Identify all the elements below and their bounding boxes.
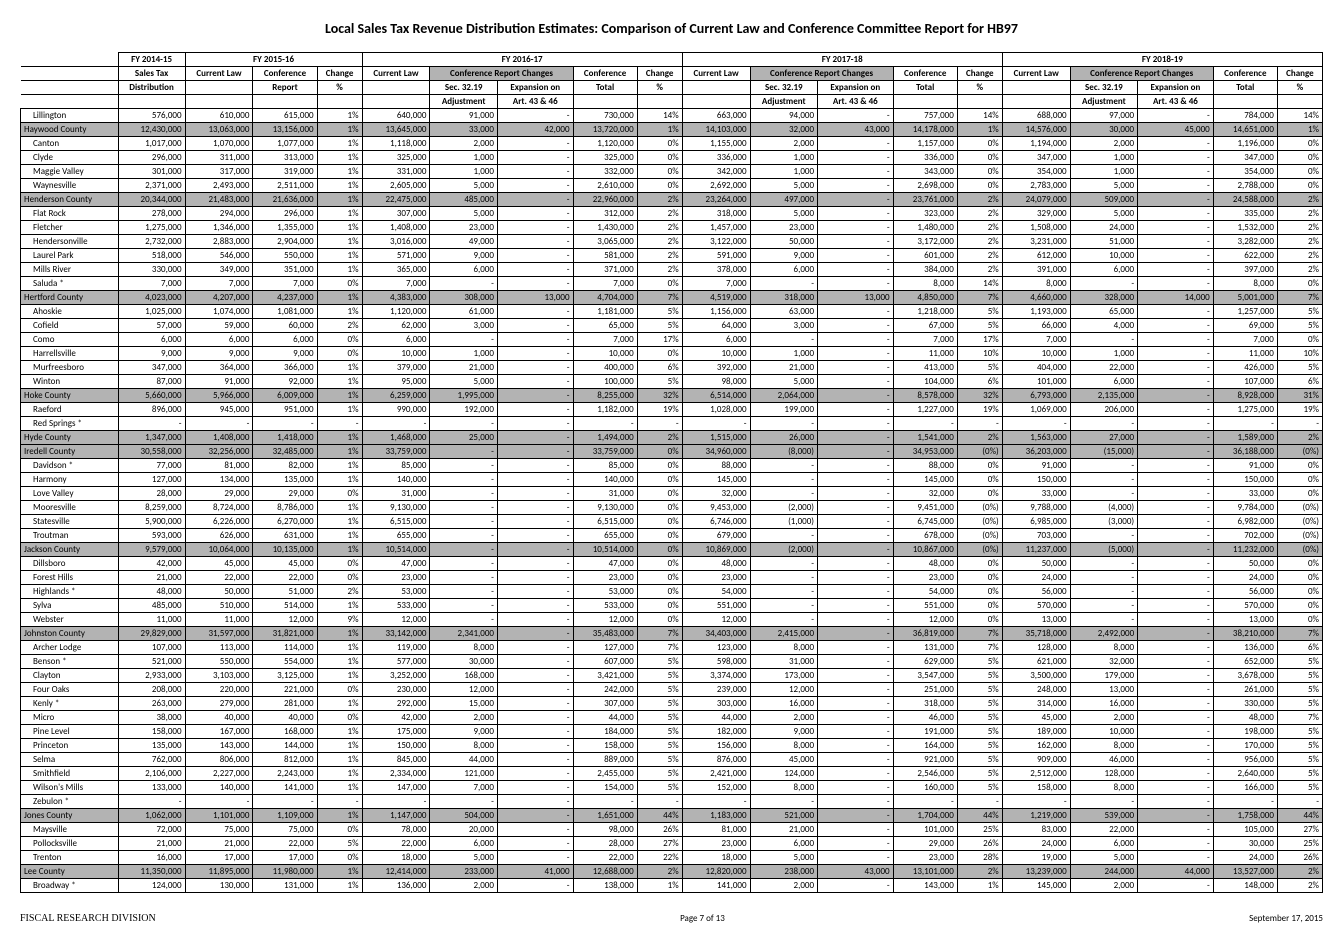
hdr-fy1617: FY 2016-17	[362, 53, 682, 67]
table-row: Micro38,00040,00040,0000%42,0002,000-44,…	[21, 711, 1323, 725]
table-row: Pollocksville21,00021,00022,0005%22,0006…	[21, 837, 1323, 851]
table-row: Highlands *48,00050,00051,0002%53,000--5…	[21, 585, 1323, 599]
table-row: Saluda *7,0007,0007,0000%7,000--7,0000%7…	[21, 277, 1323, 291]
table-row: Waynesville2,371,0002,493,0002,511,0001%…	[21, 179, 1323, 193]
table-row: Red Springs *-------------------	[21, 417, 1323, 431]
hdr-fy1718: FY 2017-18	[682, 53, 1002, 67]
table-row: Mills River330,000349,000351,0001%365,00…	[21, 263, 1323, 277]
hdr-fy1415: FY 2014-15	[118, 53, 185, 67]
table-row: Como6,0006,0006,0000%6,000--7,00017%6,00…	[21, 333, 1323, 347]
table-row: Hyde County1,347,0001,408,0001,418,0001%…	[21, 431, 1323, 445]
table-row: Iredell County30,558,00032,256,00032,485…	[21, 445, 1323, 459]
table-row: Canton1,017,0001,070,0001,077,0001%1,118…	[21, 137, 1323, 151]
table-row: Dillsboro42,00045,00045,0000%47,000--47,…	[21, 557, 1323, 571]
table-row: Love Valley28,00029,00029,0000%31,000--3…	[21, 487, 1323, 501]
table-row: Lillington576,000610,000615,0001%640,000…	[21, 109, 1323, 123]
table-row: Davidson *77,00081,00082,0001%85,000--85…	[21, 459, 1323, 473]
table-row: Hertford County4,023,0004,207,0004,237,0…	[21, 291, 1323, 305]
table-row: Winton87,00091,00092,0001%95,0005,000-10…	[21, 375, 1323, 389]
data-table: FY 2014-15 FY 2015-16 FY 2016-17 FY 2017…	[20, 52, 1323, 893]
table-row: Cofield57,00059,00060,0002%62,0003,000-6…	[21, 319, 1323, 333]
table-row: Princeton135,000143,000144,0001%150,0008…	[21, 739, 1323, 753]
table-row: Troutman593,000626,000631,0001%655,000--…	[21, 529, 1323, 543]
table-row: Hoke County5,660,0005,966,0006,009,0001%…	[21, 389, 1323, 403]
table-row: Ahoskie1,025,0001,074,0001,081,0001%1,12…	[21, 305, 1323, 319]
table-row: Trenton16,00017,00017,0000%18,0005,000-2…	[21, 851, 1323, 865]
table-row: Webster11,00011,00012,0009%12,000--12,00…	[21, 613, 1323, 627]
table-row: Clyde296,000311,000313,0001%325,0001,000…	[21, 151, 1323, 165]
table-row: Archer Lodge107,000113,000114,0001%119,0…	[21, 641, 1323, 655]
table-row: Benson *521,000550,000554,0001%577,00030…	[21, 655, 1323, 669]
table-row: Lee County11,350,00011,895,00011,980,000…	[21, 865, 1323, 879]
hdr-fy1516: FY 2015-16	[185, 53, 362, 67]
table-row: Jackson County9,579,00010,064,00010,135,…	[21, 543, 1323, 557]
table-row: Fletcher1,275,0001,346,0001,355,0001%1,4…	[21, 221, 1323, 235]
table-row: Pine Level158,000167,000168,0001%175,000…	[21, 725, 1323, 739]
table-row: Maysville72,00075,00075,0000%78,00020,00…	[21, 823, 1323, 837]
table-row: Forest Hills21,00022,00022,0000%23,000--…	[21, 571, 1323, 585]
table-row: Raeford896,000945,000951,0001%990,000192…	[21, 403, 1323, 417]
table-row: Maggie Valley301,000317,000319,0001%331,…	[21, 165, 1323, 179]
table-row: Selma762,000806,000812,0001%845,00044,00…	[21, 753, 1323, 767]
table-row: Sylva485,000510,000514,0001%533,000--533…	[21, 599, 1323, 613]
table-row: Clayton2,933,0003,103,0003,125,0001%3,25…	[21, 669, 1323, 683]
table-row: Haywood County12,430,00013,063,00013,156…	[21, 123, 1323, 137]
table-row: Mooresville8,259,0008,724,0008,786,0001%…	[21, 501, 1323, 515]
table-row: Harmony127,000134,000135,0001%140,000--1…	[21, 473, 1323, 487]
table-row: Kenly *263,000279,000281,0001%292,00015,…	[21, 697, 1323, 711]
footer-left: FISCAL RESEARCH DIVISION	[20, 913, 156, 924]
footer-right: September 17, 2015	[1249, 913, 1323, 924]
table-row: Wilson's Mills133,000140,000141,0001%147…	[21, 781, 1323, 795]
table-row: Henderson County20,344,00021,483,00021,6…	[21, 193, 1323, 207]
table-row: Four Oaks208,000220,000221,0000%230,0001…	[21, 683, 1323, 697]
table-row: Smithfield2,106,0002,227,0002,243,0001%2…	[21, 767, 1323, 781]
table-row: Flat Rock278,000294,000296,0001%307,0005…	[21, 207, 1323, 221]
footer: FISCAL RESEARCH DIVISION Page 7 of 13 Se…	[20, 913, 1323, 924]
table-row: Hendersonville2,732,0002,883,0002,904,00…	[21, 235, 1323, 249]
hdr-fy1819: FY 2018-19	[1002, 53, 1322, 67]
table-row: Johnston County29,829,00031,597,00031,82…	[21, 627, 1323, 641]
table-row: Statesville5,900,0006,226,0006,270,0001%…	[21, 515, 1323, 529]
table-row: Zebulon *-------------------	[21, 795, 1323, 809]
table-row: Laurel Park518,000546,000550,0001%571,00…	[21, 249, 1323, 263]
table-row: Jones County1,062,0001,101,0001,109,0001…	[21, 809, 1323, 823]
footer-center: Page 7 of 13	[680, 913, 725, 924]
table-row: Harrellsville9,0009,0009,0000%10,0001,00…	[21, 347, 1323, 361]
table-row: Broadway *124,000130,000131,0001%136,000…	[21, 879, 1323, 893]
table-row: Murfreesboro347,000364,000366,0001%379,0…	[21, 361, 1323, 375]
page-title: Local Sales Tax Revenue Distribution Est…	[20, 20, 1323, 37]
